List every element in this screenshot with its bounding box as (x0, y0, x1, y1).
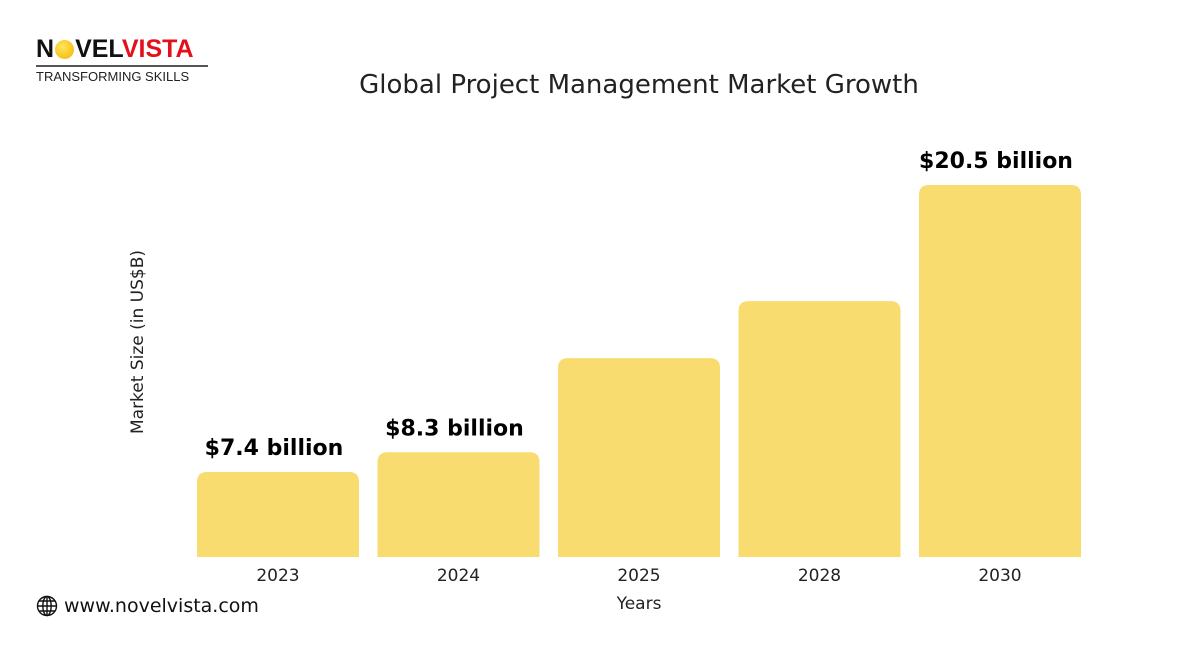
x-tick-label: 2023 (256, 566, 299, 586)
data-label: $7.4 billion (205, 436, 344, 461)
x-tick-label: 2025 (617, 566, 660, 586)
chart-title: Global Project Management Market Growth (359, 70, 919, 100)
logo-text: N (36, 35, 55, 63)
bar-2030 (919, 185, 1081, 557)
logo-tagline: TRANSFORMING SKILLS (36, 69, 190, 84)
bar-2028 (738, 301, 901, 557)
website-text: www.novelvista.com (64, 595, 259, 617)
y-axis-label: Market Size (in US$B) (128, 249, 148, 435)
logo-text: VEL (75, 35, 122, 63)
logo-divider (36, 65, 208, 67)
website-link[interactable]: www.novelvista.com (36, 595, 259, 617)
x-tick-label: 2030 (978, 566, 1021, 586)
bar-2025 (558, 358, 720, 557)
bar-2023 (197, 472, 359, 557)
logo-o-icon (55, 40, 75, 59)
x-tick-label: 2024 (437, 566, 480, 586)
globe-icon (36, 595, 58, 617)
x-tick-label: 2028 (798, 566, 841, 586)
x-axis-label: Years (616, 594, 662, 614)
novelvista-logo: N VELVISTA TRANSFORMING SKILLS (36, 36, 208, 84)
data-label: $20.5 billion (919, 149, 1073, 174)
data-label: $8.3 billion (385, 416, 524, 441)
logo-text: VISTA (121, 35, 194, 63)
bar-2024 (377, 452, 540, 557)
